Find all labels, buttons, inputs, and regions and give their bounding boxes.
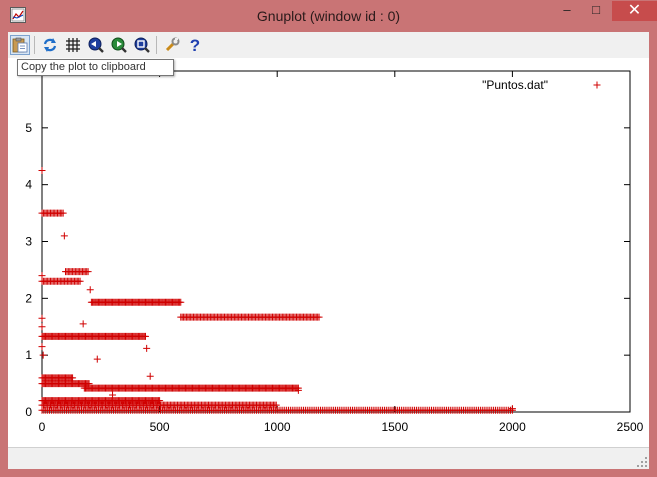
scatter-chart: 0 500 1000 1500 2000 2500 0 1 2 3 4 5 "Puntos.dat": [25, 70, 644, 434]
toolbar: ?: [8, 32, 649, 58]
grid-icon: [66, 38, 80, 52]
zoom-next-button[interactable]: [109, 35, 129, 55]
toolbar-separator: [156, 36, 157, 54]
data-point: [59, 209, 67, 217]
x-tick-label: 2500: [617, 420, 644, 434]
data-point: [146, 372, 154, 380]
data-point: [272, 401, 280, 409]
toolbar-separator: [34, 36, 35, 54]
x-tick-label: 2000: [499, 420, 526, 434]
maximize-button[interactable]: □: [592, 2, 600, 17]
options-button[interactable]: [162, 35, 182, 55]
data-point: [76, 277, 84, 285]
data-point: [294, 386, 302, 394]
data-point: [39, 351, 47, 359]
data-point: [109, 391, 117, 399]
y-tick-label: 5: [25, 121, 32, 135]
grid-button[interactable]: [63, 35, 83, 55]
client-area: ? Copy the plot to clipboard 0 500 1000 150…: [8, 32, 649, 469]
data-point: [508, 405, 516, 413]
data-point: [86, 286, 94, 294]
x-tick-label: 1500: [381, 420, 408, 434]
autoscale-button[interactable]: [132, 35, 152, 55]
tooltip: Copy the plot to clipboard: [17, 59, 174, 76]
x-tick-label: 500: [150, 420, 170, 434]
y-tick-label: 2: [25, 291, 32, 305]
data-point: [84, 268, 92, 276]
zoom-fit-icon: [134, 37, 150, 53]
data-point: [38, 314, 46, 322]
data-point: [315, 313, 323, 321]
resize-grip-icon[interactable]: [637, 457, 647, 467]
data-point: [141, 332, 149, 340]
y-tick-label: 0: [25, 405, 32, 419]
data-point: [177, 298, 185, 306]
plot-area[interactable]: 0 500 1000 1500 2000 2500 0 1 2 3 4 5 "Puntos.dat": [8, 58, 649, 447]
data-point: [93, 355, 101, 363]
status-bar: [8, 447, 649, 469]
zoom-back-icon: [88, 37, 104, 53]
data-point: [60, 232, 68, 240]
x-tick-label: 0: [39, 420, 46, 434]
help-icon: ?: [190, 36, 200, 54]
data-point: [38, 343, 46, 351]
x-tick-label: 1000: [264, 420, 291, 434]
refresh-icon: [43, 38, 57, 52]
legend-marker: [593, 81, 601, 89]
title-bar[interactable]: Gnuplot (window id : 0) – □ ✕: [0, 0, 657, 32]
data-point: [143, 344, 151, 352]
minimize-button[interactable]: –: [563, 2, 571, 17]
close-button[interactable]: ✕: [612, 1, 657, 21]
y-tick-label: 4: [25, 178, 32, 192]
data-point: [38, 166, 46, 174]
data-point: [79, 320, 87, 328]
window-title: Gnuplot (window id : 0): [256, 8, 401, 24]
replot-button[interactable]: [40, 35, 60, 55]
gnuplot-app-icon[interactable]: [10, 7, 26, 23]
data-point: [38, 272, 46, 280]
clipboard-icon: [12, 37, 28, 53]
copy-clipboard-button[interactable]: [10, 35, 30, 55]
legend-label: "Puntos.dat": [482, 78, 548, 92]
help-button[interactable]: ?: [185, 35, 205, 55]
y-tick-label: 3: [25, 235, 32, 249]
svg-text:?: ?: [190, 36, 200, 54]
y-tick-label: 1: [25, 348, 32, 362]
data-point: [38, 323, 46, 331]
plot-border: [41, 70, 631, 413]
wrench-icon: [165, 37, 180, 52]
zoom-previous-button[interactable]: [86, 35, 106, 55]
zoom-forward-icon: [111, 37, 127, 53]
